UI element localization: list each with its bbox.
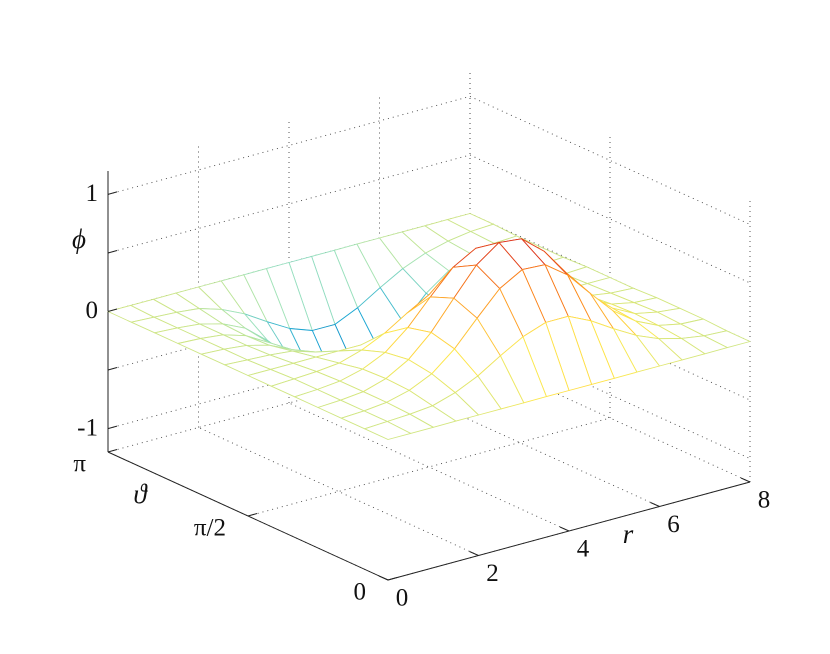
x-tick-label: 4 [577, 536, 590, 563]
grid-line [469, 96, 751, 225]
z-tick [107, 425, 118, 430]
z-tick-label: 0 [86, 297, 99, 324]
x-axis-label: r [623, 519, 634, 549]
mesh-cell [364, 421, 412, 440]
x-tick-label: 6 [667, 511, 680, 538]
z-tick [107, 191, 118, 195]
grid-line [107, 95, 471, 195]
x-tick-label: 0 [396, 585, 409, 612]
z-axis-label: ϕ [72, 224, 86, 254]
x-tick [378, 575, 389, 581]
y-tick [247, 513, 258, 517]
z-tick [107, 367, 118, 371]
y-tick [387, 577, 398, 581]
y-tick-label: π [73, 451, 86, 478]
y-tick [107, 449, 118, 453]
y-tick-label: 0 [354, 579, 367, 606]
x-tick [740, 477, 751, 483]
x-tick-label: 8 [758, 487, 771, 514]
y-axis-label: ϑ [133, 479, 148, 509]
grid-line [198, 427, 479, 556]
x-tick [650, 502, 660, 507]
grid-line [247, 417, 611, 517]
z-tick-label: -1 [77, 414, 98, 441]
z-tick-label: 1 [86, 180, 99, 207]
x-tick [469, 551, 479, 556]
y-tick-label: π/2 [194, 515, 226, 542]
z-tick [107, 308, 118, 312]
x-tick [559, 526, 570, 532]
z-tick [107, 249, 118, 254]
x-tick-label: 2 [486, 560, 499, 587]
